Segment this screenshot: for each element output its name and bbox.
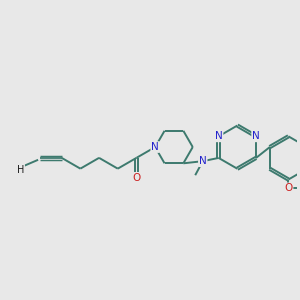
Text: H: H — [17, 165, 24, 175]
Text: O: O — [132, 173, 141, 183]
Text: N: N — [151, 142, 159, 152]
Text: N: N — [199, 156, 207, 166]
Text: N: N — [215, 131, 223, 141]
Text: N: N — [252, 131, 260, 141]
Text: O: O — [284, 183, 292, 194]
